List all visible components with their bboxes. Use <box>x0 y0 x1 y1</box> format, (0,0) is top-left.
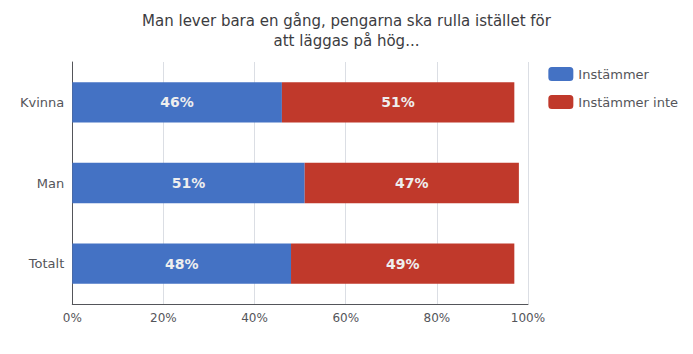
svg-text:40%: 40% <box>241 311 268 325</box>
svg-text:20%: 20% <box>150 311 177 325</box>
svg-text:Totalt: Totalt <box>28 256 64 271</box>
svg-text:60%: 60% <box>332 311 359 325</box>
svg-text:0%: 0% <box>63 311 82 325</box>
svg-text:Man: Man <box>37 176 64 191</box>
svg-text:Instämmer: Instämmer <box>578 67 649 82</box>
svg-text:48%: 48% <box>165 256 199 272</box>
svg-text:51%: 51% <box>172 175 206 191</box>
svg-text:51%: 51% <box>381 94 415 110</box>
svg-text:Man lever bara en gång, pengar: Man lever bara en gång, pengarna ska rul… <box>142 12 552 30</box>
svg-text:Instämmer inte: Instämmer inte <box>578 95 678 110</box>
svg-text:49%: 49% <box>386 256 420 272</box>
svg-text:100%: 100% <box>511 311 545 325</box>
svg-text:46%: 46% <box>160 94 194 110</box>
svg-text:80%: 80% <box>424 311 451 325</box>
svg-text:47%: 47% <box>395 175 429 191</box>
svg-text:Kvinna: Kvinna <box>20 95 64 110</box>
svg-text:att läggas på hög...: att läggas på hög... <box>274 32 420 50</box>
